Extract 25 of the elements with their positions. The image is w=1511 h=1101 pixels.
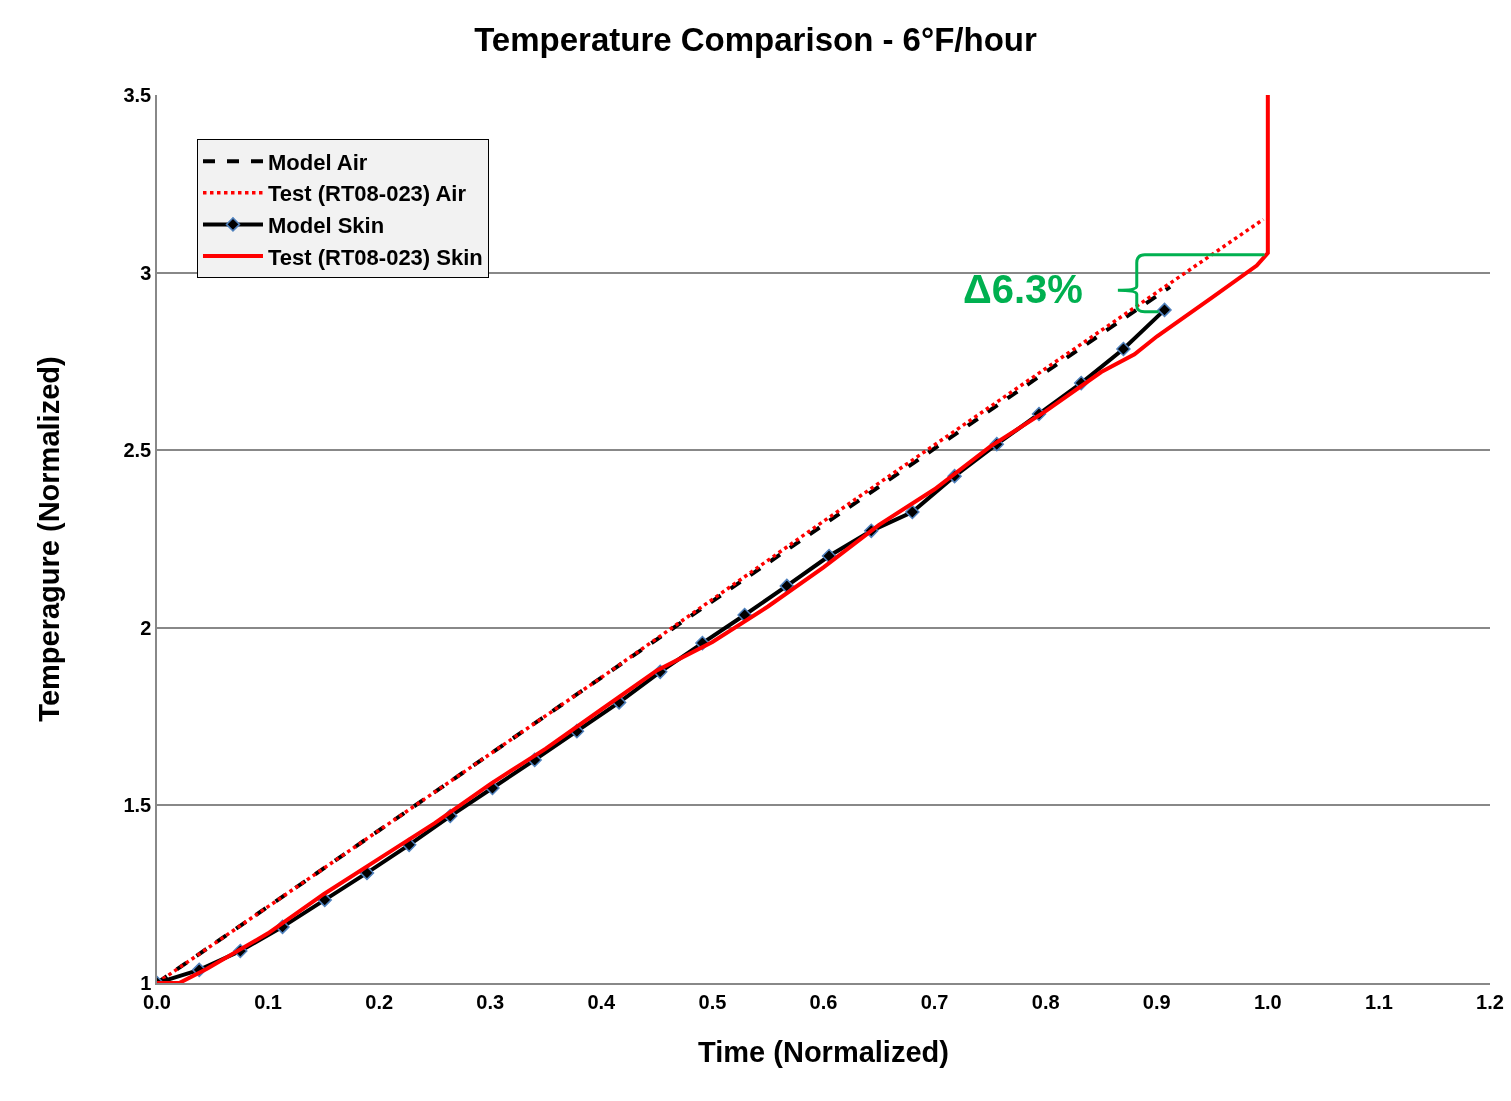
x-tick-label: 0.9	[1142, 990, 1171, 1013]
x-tick-label: 0.4	[587, 990, 617, 1013]
legend-label: Model Skin	[267, 212, 385, 238]
x-axis-title: Time (Normalized)	[698, 1036, 949, 1069]
x-tick-label: 0.2	[365, 990, 394, 1013]
annotation: Δ6.3%	[963, 267, 1083, 311]
y-tick-label: 2	[140, 616, 152, 639]
y-tick-label: 3.5	[123, 84, 152, 106]
legend-label: Test (RT08-023) Skin	[267, 244, 483, 270]
x-tick-label: 0.8	[1031, 990, 1060, 1013]
y-axis-title: Temperagure (Normalized)	[33, 356, 66, 722]
x-tick-label: 0.1	[254, 990, 282, 1013]
x-tick-label: 0.3	[476, 990, 505, 1013]
x-tick-label: 1.0	[1253, 990, 1282, 1013]
y-tick-label: 3	[140, 261, 152, 284]
legend-label: Model Air	[267, 149, 368, 175]
x-tick-label: 1.2	[1476, 990, 1504, 1013]
x-tick-label: 0.5	[698, 990, 727, 1013]
y-tick-label: 2.5	[123, 439, 152, 462]
y-tick-label: 1.5	[123, 794, 152, 817]
x-tick-label: 0.7	[920, 990, 949, 1013]
legend-label: Test (RT08-023) Air	[267, 181, 467, 207]
x-tick-label: 0.6	[809, 990, 838, 1013]
x-tick-label: 1.1	[1365, 990, 1393, 1013]
chart-title: Temperature Comparison - 6°F/hour	[474, 20, 1037, 58]
